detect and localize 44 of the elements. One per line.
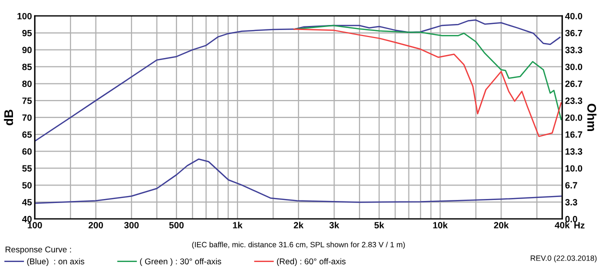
y2-tick-label: 6.7 xyxy=(565,182,578,188)
x-tick-label: 500 xyxy=(169,222,184,228)
x-tick-label: 40k xyxy=(554,222,570,228)
x-tick-label: 1k xyxy=(233,222,243,228)
y-tick-label: 80 xyxy=(22,80,32,88)
y-tick-label: 95 xyxy=(22,30,32,36)
y2-tick-label: 10.0 xyxy=(566,165,582,172)
y2-tick-label: 40.0 xyxy=(565,12,582,20)
y-tick-label: 85 xyxy=(22,64,32,70)
y2-tick-label: 26.7 xyxy=(565,80,582,87)
y2-tick-label: 33.3 xyxy=(565,46,582,54)
x-tick-label: 5k xyxy=(374,222,384,228)
x-tick-label: 2k xyxy=(294,222,304,228)
y-tick-label: 75 xyxy=(22,98,32,104)
x-tick-label: 20k xyxy=(494,222,509,228)
y2-tick-label: 16.7 xyxy=(566,131,582,138)
x-tick-label: 100 xyxy=(28,222,42,228)
y-tick-label: 50 xyxy=(22,182,32,188)
x-axis-title: Hz xyxy=(574,222,585,228)
y2-tick-label: 36.7 xyxy=(565,30,582,36)
y-axis-title: dB xyxy=(4,110,14,126)
x-tick-label: 3k xyxy=(329,222,340,228)
y2-axis-title: Ohm xyxy=(587,104,596,131)
y2-tick-label: 0.0 xyxy=(565,216,578,222)
y-tick-label: 60 xyxy=(22,148,32,155)
x-tick-label: 200 xyxy=(88,222,103,228)
y-tick-label: 65 xyxy=(22,131,32,138)
legend-label: (Blue) : on axis xyxy=(27,258,84,266)
y-tick-label: 40 xyxy=(22,216,32,222)
y-tick-label: 55 xyxy=(22,165,32,172)
y2-tick-label: 23.3 xyxy=(565,98,582,104)
y-tick-label: 45 xyxy=(22,199,32,206)
y-tick-label: 100 xyxy=(18,12,32,20)
y-tick-label: 70 xyxy=(22,114,32,121)
y2-tick-label: 20.0 xyxy=(565,114,582,121)
y2-tick-label: 3.3 xyxy=(565,199,578,206)
legend-label: ( Green ) : 30° off-axis xyxy=(140,258,222,266)
x-tick-label: 10k xyxy=(433,222,448,228)
y-tick-label: 90 xyxy=(22,46,32,54)
y2-tick-label: 13.3 xyxy=(566,148,582,155)
x-tick-label: 300 xyxy=(124,222,139,228)
legend-title: Response Curve : xyxy=(6,246,71,254)
legend-label: (Red) : 60° off-axis xyxy=(276,258,346,266)
y2-tick-label: 30.0 xyxy=(565,64,582,70)
